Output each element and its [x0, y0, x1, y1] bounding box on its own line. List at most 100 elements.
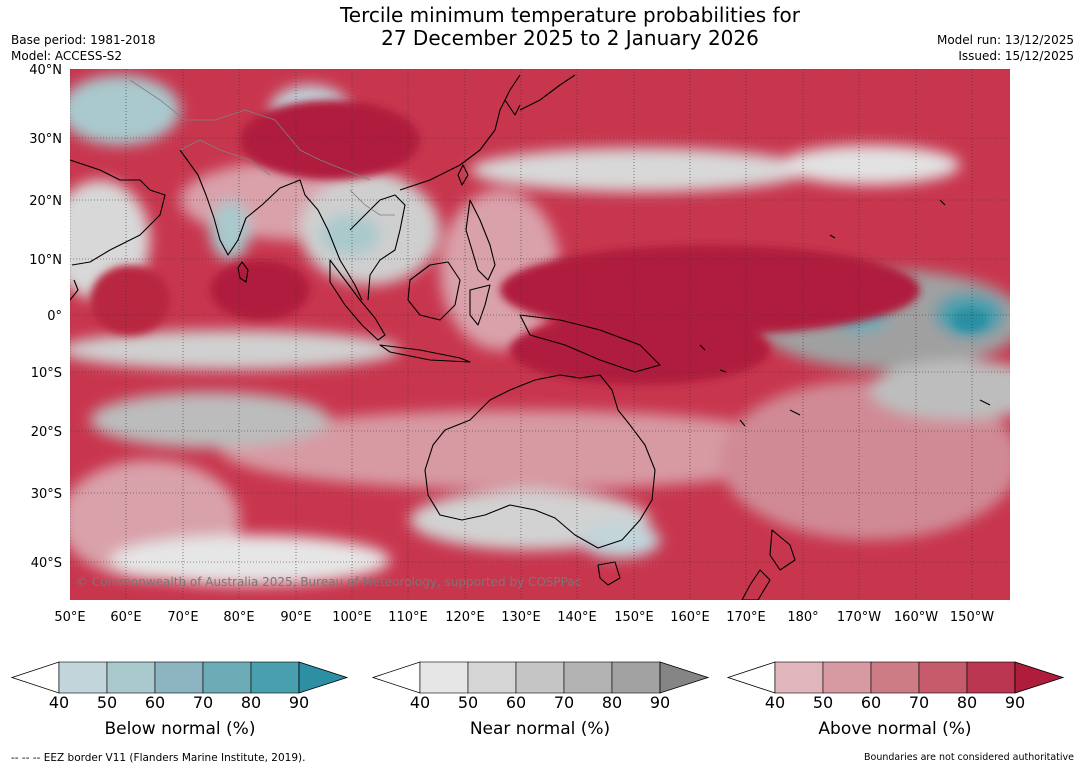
legend-swatch: [154, 661, 204, 694]
coastlines: [70, 74, 991, 600]
legend-tick: 70: [909, 693, 929, 712]
legend-swatch: [106, 661, 156, 694]
lon-label: 150°W: [950, 610, 994, 625]
legend-bars: 40 50 60 70 80 90 40 50 60 70 80 90 40 50 60 70 80 90: [10, 661, 1065, 712]
legend-tick: 50: [97, 693, 117, 712]
strong-above-core: [500, 245, 920, 335]
near-normal-region: [110, 535, 390, 585]
legend-swatch: [611, 661, 661, 694]
lat-label: 30°S: [31, 487, 62, 502]
longitude-labels: 50°E 60°E 70°E 80°E 90°E 100°E 110°E 120°E 130°E…: [54, 610, 994, 625]
legend-swatch: [250, 661, 300, 694]
title-line-1: Tercile minimum temperature probabilitie…: [339, 3, 801, 27]
gridlines: [70, 69, 1010, 600]
legend-swatch: [202, 661, 252, 694]
chart-title: Tercile minimum temperature probabilitie…: [0, 4, 1085, 50]
coastline-borneo: [407, 261, 461, 321]
coastline-africa: [70, 279, 79, 301]
legend-tick: 40: [765, 693, 785, 712]
latitude-labels: 40°N 30°N 20°N 10°N 0° 10°S 20°S 30°S 40°S: [29, 63, 62, 571]
legend-tick: 60: [861, 693, 881, 712]
strong-cores: [90, 100, 988, 385]
legend-low-triangle: [371, 661, 421, 694]
strong-above-core: [210, 260, 310, 320]
lat-label: 10°S: [31, 366, 62, 381]
coastline-java: [379, 344, 471, 363]
lat-label: 20°S: [31, 425, 62, 440]
strong-above-core: [90, 265, 170, 335]
lat-label: 20°N: [29, 194, 62, 209]
lon-label: 160°W: [894, 610, 938, 625]
coastline-new-zealand: [741, 529, 796, 600]
legend-tick: 40: [410, 693, 430, 712]
legend-swatch: [966, 661, 1016, 694]
legend-swatch: [467, 661, 517, 694]
coastline-sri-lanka: [237, 261, 249, 283]
legend-tick: 80: [602, 693, 622, 712]
lon-label: 180°: [787, 610, 818, 625]
legend-above-normal-label: Above normal (%): [818, 719, 972, 739]
legend-near-normal-label: Near normal (%): [469, 719, 611, 739]
lat-label: 10°N: [29, 253, 62, 268]
title-line-2: 27 December 2025 to 2 January 2026: [381, 26, 759, 50]
coastline-china: [399, 74, 521, 191]
lon-label: 50°E: [54, 610, 85, 625]
below-normal-region: [70, 75, 180, 145]
legend-tick: 60: [506, 693, 526, 712]
legend-tick: 90: [1005, 693, 1025, 712]
lat-label: 30°N: [29, 132, 62, 147]
lon-label: 140°E: [557, 610, 597, 625]
issued-date: Issued: 15/12/2025: [958, 49, 1074, 63]
coastline-australia: [424, 374, 656, 549]
lon-label: 90°E: [280, 610, 311, 625]
legend-tick: 70: [193, 693, 213, 712]
lon-label: 130°E: [501, 610, 541, 625]
lat-label: 40°S: [31, 556, 62, 571]
coastline-indochina: [349, 194, 406, 301]
lon-label: 150°E: [614, 610, 654, 625]
legend-swatch: [870, 661, 920, 694]
legend-near-normal: 40 50 60 70 80 90: [371, 661, 710, 712]
meta-right: Model run: 13/12/2025 Issued: 15/12/2025: [937, 32, 1074, 64]
strong-above-core: [240, 100, 420, 180]
coastline-japan: [504, 74, 576, 116]
legend-tick: 80: [241, 693, 261, 712]
base-period: Base period: 1981-2018: [11, 33, 156, 47]
lon-label: 80°E: [223, 610, 254, 625]
legend-swatch: [58, 661, 108, 694]
coastline-philippines: [465, 199, 496, 281]
legend-low-triangle: [726, 661, 776, 694]
probability-field: © Commonwealth of Australia 2025, Bureau…: [70, 69, 1010, 600]
coastline-taiwan: [457, 164, 469, 186]
coastline-arabia: [70, 159, 166, 266]
lon-label: 160°E: [670, 610, 710, 625]
country-borders: [129, 79, 395, 216]
near-normal-region: [780, 145, 960, 185]
legend-tick: 70: [554, 693, 574, 712]
legend-below-normal-label: Below normal (%): [104, 719, 256, 739]
below-normal-region: [210, 200, 250, 260]
near-normal-region: [870, 360, 1010, 420]
legend-below-normal: 40 50 60 70 80 90: [10, 661, 349, 712]
disclaimer-note: Boundaries are not considered authoritat…: [864, 752, 1074, 763]
below-normal-region: [580, 522, 660, 558]
legend-swatch: [419, 661, 469, 694]
near-normal-region: [90, 392, 330, 448]
strong-above-core: [510, 315, 770, 385]
light-above-region: [720, 380, 1010, 540]
lon-label: 70°E: [167, 610, 198, 625]
legend-tick: 90: [650, 693, 670, 712]
legend-high-triangle: [1014, 661, 1065, 694]
legend-tick: 50: [458, 693, 478, 712]
lon-label: 170°W: [837, 610, 881, 625]
lat-label: 40°N: [29, 63, 62, 78]
legend-low-triangle: [10, 661, 60, 694]
legend-high-triangle: [298, 661, 349, 694]
coastline-new-guinea: [519, 314, 661, 373]
legend-tick: 90: [289, 693, 309, 712]
map-area: © Commonwealth of Australia 2025, Bureau…: [29, 63, 1010, 625]
legend-tick: 50: [813, 693, 833, 712]
legend-tick: 40: [49, 693, 69, 712]
legend-swatch: [515, 661, 565, 694]
lat-label: 0°: [47, 309, 62, 324]
